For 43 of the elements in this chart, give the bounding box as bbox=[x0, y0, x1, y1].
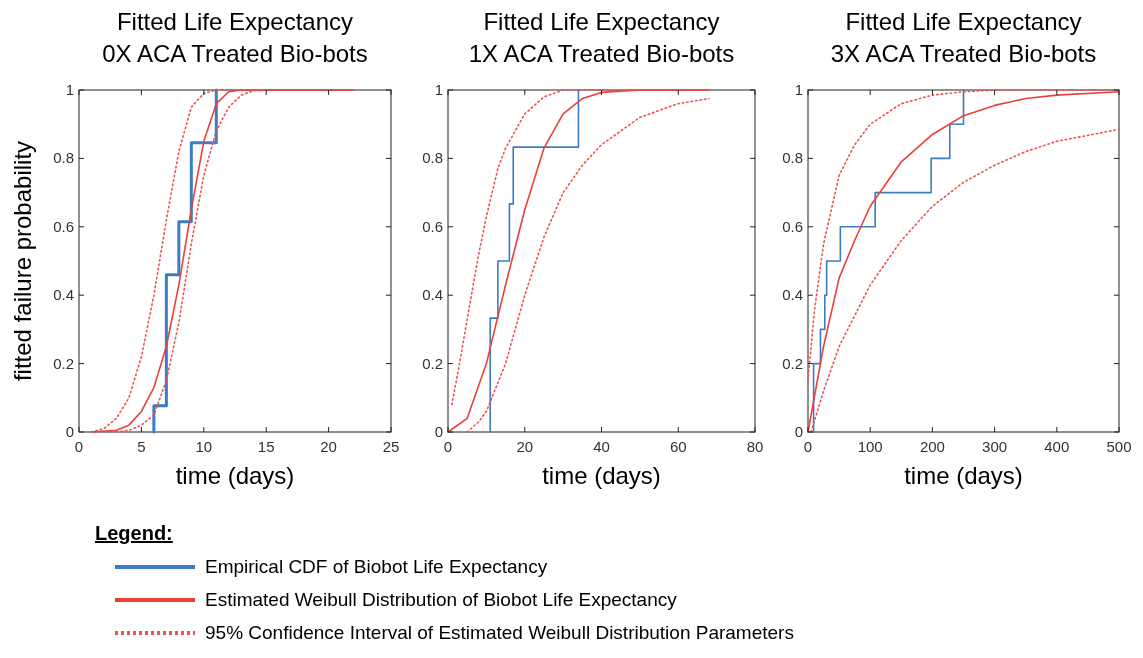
x-tick-label: 400 bbox=[1044, 438, 1070, 455]
x-tick-label: 80 bbox=[746, 438, 764, 455]
x-tick-label: 20 bbox=[516, 438, 534, 455]
legend-label: Estimated Weibull Distribution of Biobot Life Expectancy bbox=[205, 589, 678, 610]
y-tick-label: 0.8 bbox=[53, 149, 74, 167]
x-tick-label: 300 bbox=[982, 438, 1008, 455]
y-tick-label: 0.2 bbox=[422, 354, 443, 372]
y-tick-label: 0.4 bbox=[53, 286, 74, 304]
y-tick-label: 0.2 bbox=[53, 354, 74, 372]
y-tick-label: 1 bbox=[794, 81, 803, 98]
y-axis-title: fitted failure probability bbox=[9, 140, 36, 382]
y-tick-label: 0.4 bbox=[782, 286, 803, 304]
chart-title: Fitted Life Expectancy 1X ACA Treated Bio-bots bbox=[468, 8, 735, 67]
legend-label: 95% Confidence Interval of Estimated Weibull Distribution Parameters bbox=[205, 622, 794, 643]
legend-label: Empirical CDF of Biobot Life Expectancy bbox=[205, 556, 548, 577]
legend-title: Legend: bbox=[95, 522, 173, 544]
x-axis-title: time (days) bbox=[175, 462, 295, 489]
y-tick-label: 0.8 bbox=[782, 149, 803, 167]
y-tick-label: 0.4 bbox=[422, 286, 443, 304]
x-tick-label: 40 bbox=[593, 438, 610, 455]
y-tick-label: 1 bbox=[434, 81, 443, 98]
y-tick-label: 0 bbox=[434, 423, 443, 440]
y-tick-label: 0 bbox=[65, 423, 74, 440]
x-tick-label: 500 bbox=[1106, 438, 1132, 455]
y-tick-label: 1 bbox=[65, 81, 74, 98]
y-tick-label: 0.6 bbox=[53, 217, 74, 235]
x-tick-label: 25 bbox=[382, 438, 400, 455]
x-tick-label: 200 bbox=[919, 438, 945, 455]
chart-title: Fitted Life Expectancy 3X ACA Treated Bio-bots bbox=[830, 8, 1097, 67]
x-axis-title: time (days) bbox=[542, 462, 661, 489]
y-tick-label: 0 bbox=[794, 423, 803, 440]
x-tick-label: 15 bbox=[257, 438, 275, 455]
y-tick-label: 0.2 bbox=[782, 354, 803, 372]
x-tick-label: 60 bbox=[669, 438, 687, 455]
chart-title: Fitted Life Expectancy 0X ACA Treated Bio-bots bbox=[102, 8, 368, 67]
x-tick-label: 5 bbox=[137, 438, 146, 455]
x-tick-label: 10 bbox=[195, 438, 213, 455]
y-tick-label: 0.6 bbox=[782, 217, 803, 235]
y-tick-label: 0.8 bbox=[422, 149, 443, 167]
y-tick-label: 0.6 bbox=[422, 217, 443, 235]
x-axis-title: time (days) bbox=[904, 462, 1023, 489]
x-tick-label: 20 bbox=[320, 438, 337, 455]
x-tick-label: 100 bbox=[857, 438, 883, 455]
